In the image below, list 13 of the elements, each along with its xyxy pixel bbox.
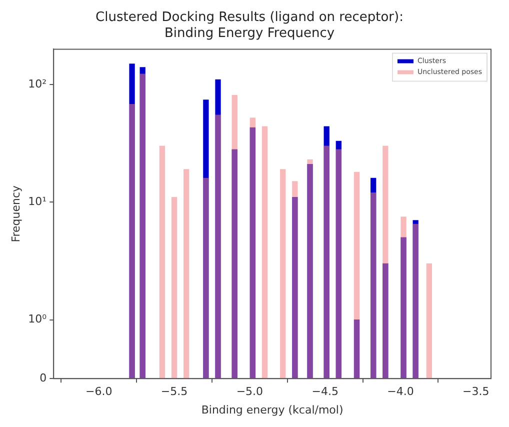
y-axis-title: Frequency [9,185,22,242]
x-axis-title: Binding energy (kcal/mol) [201,403,344,416]
y-tick-label: 0 [40,371,47,384]
chart-title: Clustered Docking Results (ligand on receptor): Binding Energy Frequency [96,10,404,41]
x-tick-label: −4.5 [312,385,338,398]
y-tick-label: 10⁰ [28,312,48,326]
x-tick-label: −6.0 [85,385,112,398]
x-tick-label: −5.0 [236,385,264,398]
y-tick-label: 10¹ [28,195,47,208]
x-tick-label: −4.0 [387,385,414,398]
y-tick-label: 10² [28,77,47,90]
x-tick-label: −5.5 [160,385,188,398]
x-tick-label: −3.5 [462,385,490,398]
